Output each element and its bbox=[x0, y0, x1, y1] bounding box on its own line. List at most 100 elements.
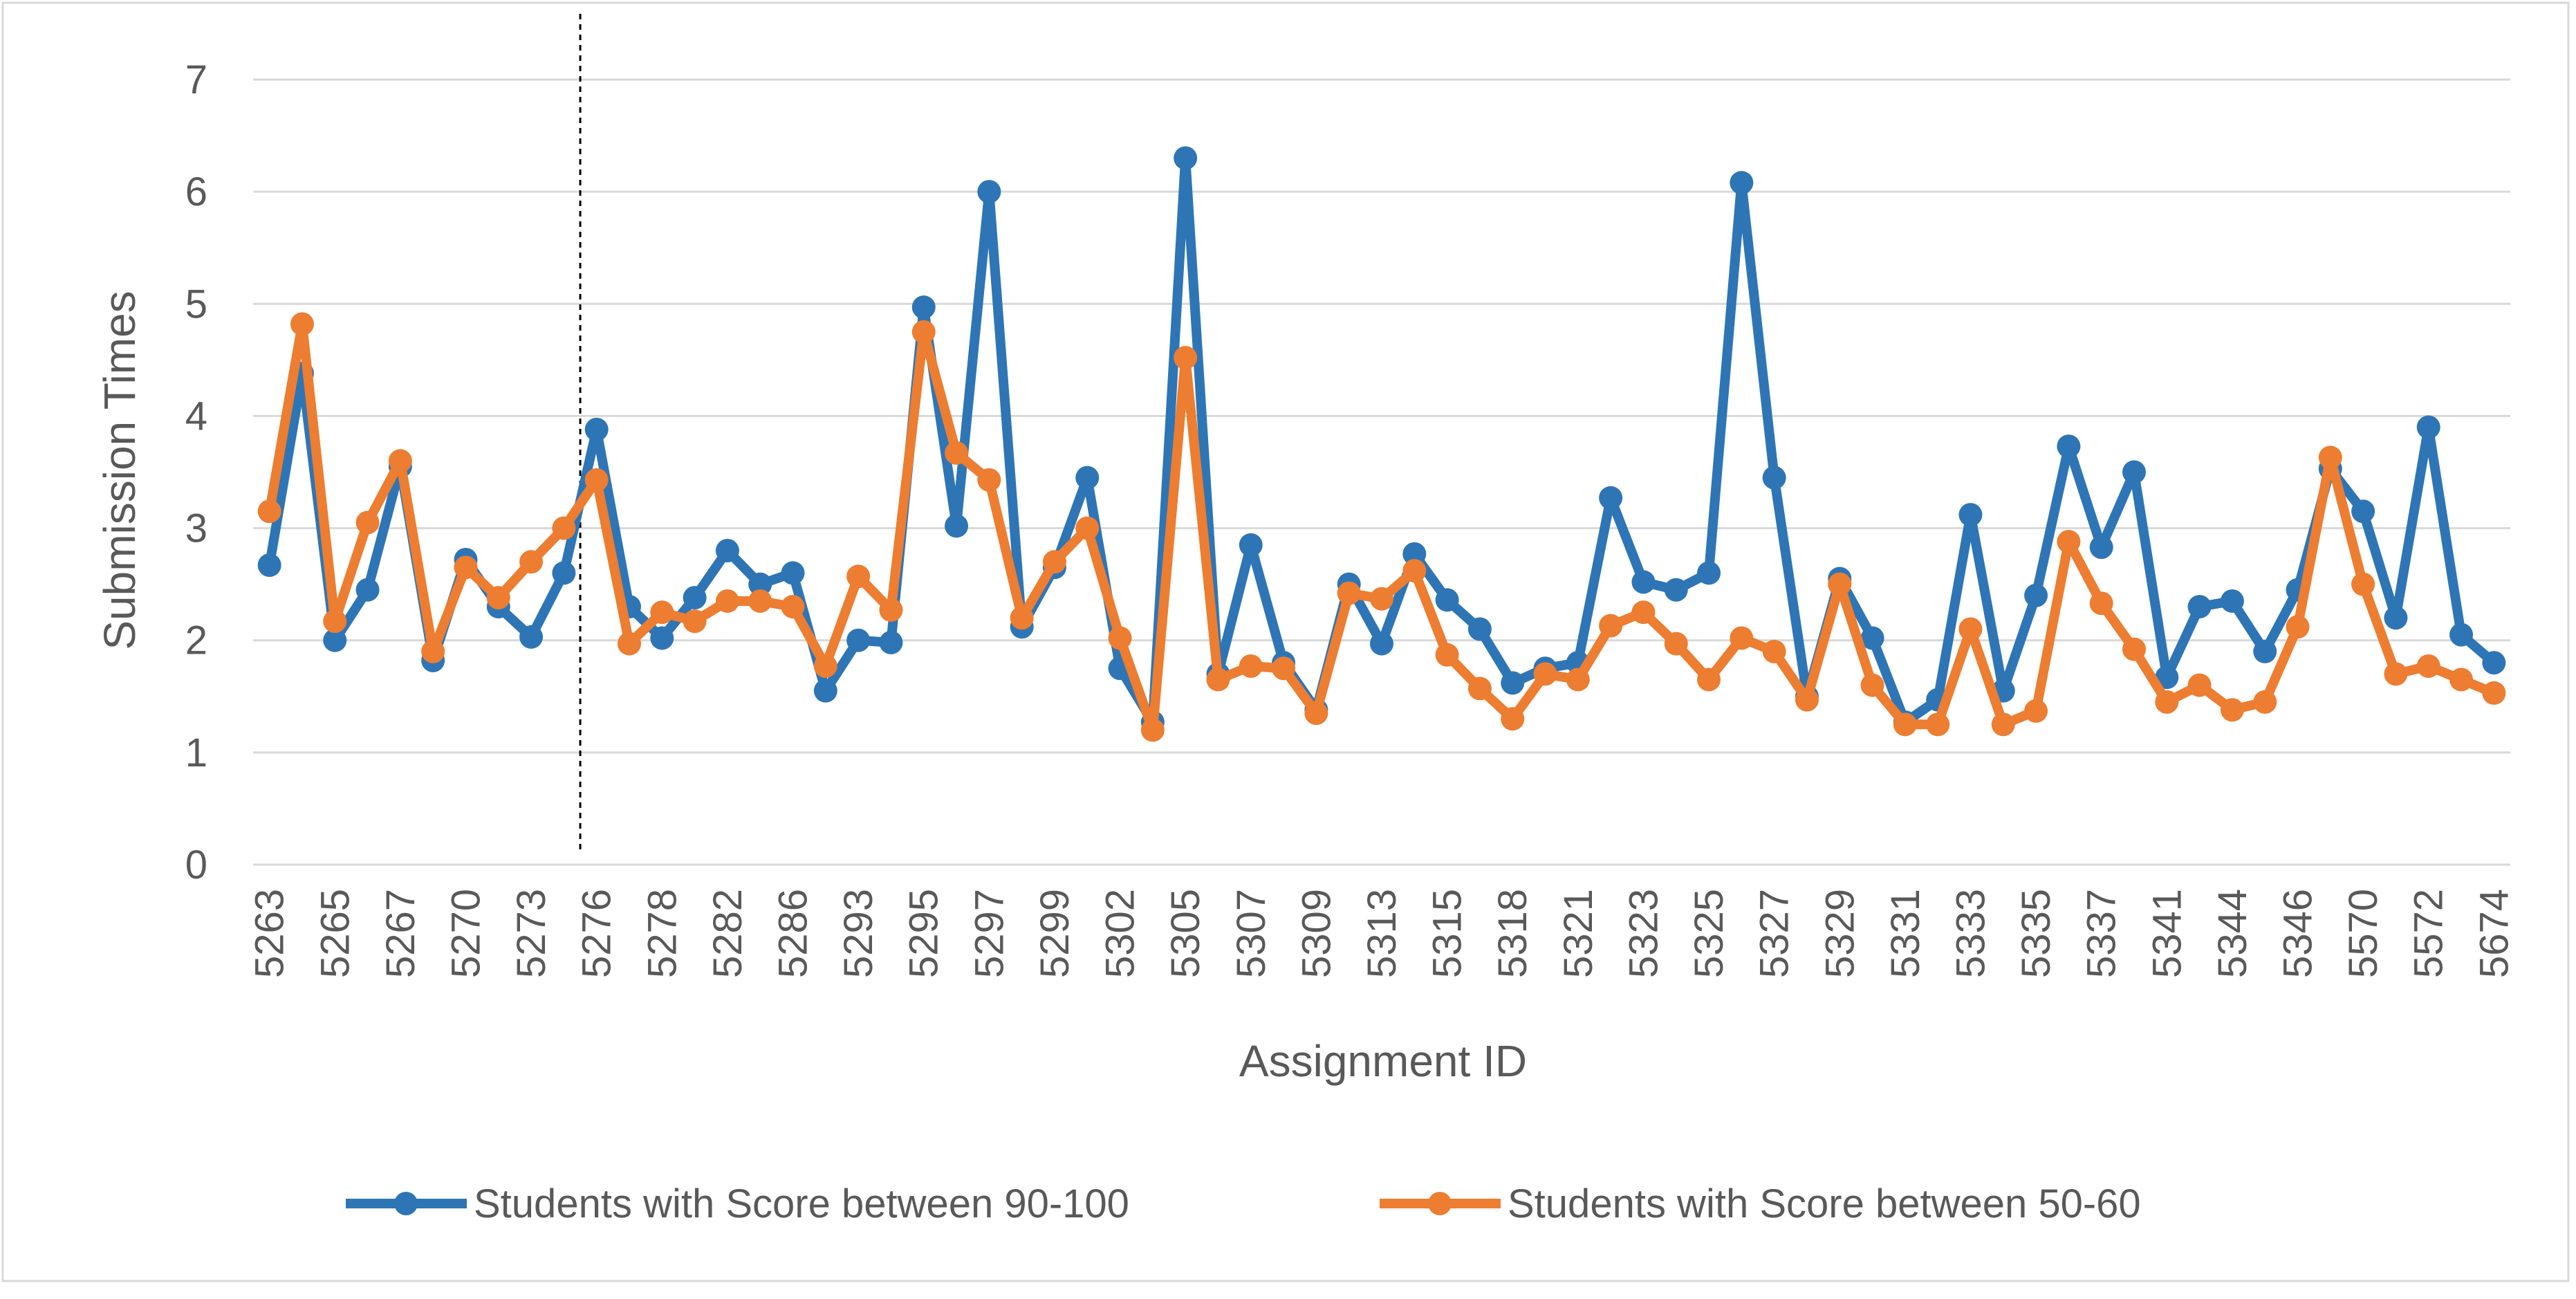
data-point bbox=[813, 654, 837, 679]
data-point bbox=[1697, 667, 1721, 692]
x-tick-label: 5302 bbox=[1098, 889, 1143, 978]
data-point bbox=[584, 417, 609, 441]
data-point bbox=[290, 312, 314, 336]
data-point bbox=[2089, 535, 2113, 560]
data-point bbox=[1174, 146, 1198, 170]
data-point bbox=[1762, 639, 1786, 663]
y-tick-label: 2 bbox=[185, 618, 207, 663]
y-tick-label: 5 bbox=[185, 282, 207, 326]
data-point bbox=[2482, 681, 2506, 705]
x-tick-label: 5341 bbox=[2144, 889, 2189, 978]
data-point bbox=[715, 539, 739, 562]
x-tick-label: 5344 bbox=[2210, 889, 2255, 978]
x-tick-label: 5570 bbox=[2341, 889, 2386, 978]
data-point bbox=[2286, 615, 2310, 639]
data-point bbox=[1762, 466, 1786, 490]
data-point bbox=[2024, 699, 2048, 723]
x-tick-label: 5325 bbox=[1687, 889, 1732, 978]
data-point bbox=[552, 516, 576, 540]
data-point bbox=[1239, 654, 1263, 679]
data-point bbox=[781, 595, 805, 619]
x-tick-label: 5263 bbox=[248, 889, 293, 978]
data-point bbox=[257, 499, 281, 524]
data-point bbox=[2220, 589, 2244, 613]
data-point bbox=[2187, 595, 2212, 619]
data-point bbox=[2253, 639, 2277, 663]
x-tick-label: 5323 bbox=[1621, 889, 1666, 978]
data-point bbox=[1370, 632, 1393, 656]
data-point bbox=[1467, 617, 1492, 641]
data-point bbox=[355, 578, 380, 602]
y-tick-label: 4 bbox=[185, 394, 207, 439]
data-point bbox=[1402, 559, 1427, 583]
data-point bbox=[1501, 707, 1525, 731]
data-point bbox=[911, 295, 936, 320]
data-point bbox=[1337, 581, 1361, 605]
data-point bbox=[846, 628, 871, 652]
data-point bbox=[1402, 542, 1427, 566]
x-tick-label: 5286 bbox=[771, 889, 816, 978]
data-point bbox=[257, 553, 281, 578]
data-point bbox=[2449, 667, 2474, 692]
data-point bbox=[2122, 637, 2146, 661]
data-point bbox=[1272, 656, 1296, 681]
data-point bbox=[2187, 673, 2212, 697]
data-point bbox=[683, 609, 707, 634]
data-point bbox=[2449, 623, 2474, 647]
data-point bbox=[1370, 587, 1393, 611]
data-point bbox=[1140, 718, 1165, 742]
data-point bbox=[781, 561, 805, 585]
data-point bbox=[1697, 561, 1721, 585]
series-lines bbox=[257, 146, 2506, 742]
data-point bbox=[1631, 570, 1656, 594]
data-point bbox=[2318, 445, 2342, 470]
data-point bbox=[2253, 690, 2277, 714]
data-point bbox=[1730, 626, 1754, 650]
data-point bbox=[977, 180, 1001, 204]
data-point bbox=[748, 572, 772, 596]
data-point bbox=[1075, 516, 1100, 540]
data-point bbox=[911, 320, 936, 344]
data-point bbox=[1042, 550, 1066, 574]
data-point bbox=[879, 598, 903, 622]
data-point bbox=[1174, 346, 1198, 370]
x-tick-label: 5321 bbox=[1556, 889, 1601, 978]
x-tick-label: 5299 bbox=[1032, 889, 1077, 978]
x-tick-label: 5313 bbox=[1360, 889, 1405, 978]
x-tick-label: 5295 bbox=[902, 889, 947, 978]
data-point bbox=[650, 626, 674, 650]
y-tick-label: 0 bbox=[185, 842, 207, 887]
y-tick-label: 6 bbox=[185, 169, 207, 214]
data-point bbox=[1599, 486, 1623, 510]
x-tick-label: 5337 bbox=[2079, 889, 2124, 978]
data-point bbox=[1566, 667, 1590, 692]
data-point bbox=[2482, 651, 2506, 675]
data-point bbox=[1467, 676, 1492, 701]
x-axis-title: Assignment ID bbox=[1239, 1036, 1527, 1086]
legend: Students with Score between 90-100 Studen… bbox=[346, 1181, 2141, 1226]
data-point bbox=[1075, 466, 1100, 490]
x-tick-label: 5309 bbox=[1294, 889, 1339, 978]
x-tick-label: 5674 bbox=[2472, 889, 2517, 978]
x-tick-label: 5265 bbox=[313, 889, 358, 978]
data-point bbox=[1304, 701, 1328, 726]
data-point bbox=[1664, 632, 1688, 656]
data-point bbox=[1893, 712, 1917, 737]
data-point bbox=[2024, 583, 2048, 607]
data-point bbox=[355, 510, 380, 535]
data-point bbox=[421, 639, 445, 663]
x-tick-label: 5572 bbox=[2407, 889, 2452, 978]
data-point bbox=[1631, 600, 1656, 625]
legend-label: Students with Score between 90-100 bbox=[474, 1181, 1129, 1226]
data-point bbox=[2122, 460, 2146, 484]
x-axis-ticks: 5263 5265 5267 5270 5273 5276 5278 5282 5286 5293… bbox=[248, 889, 2517, 978]
data-point bbox=[1958, 503, 1983, 527]
data-point bbox=[650, 600, 674, 625]
x-tick-label: 5315 bbox=[1425, 889, 1470, 978]
data-point bbox=[388, 449, 412, 473]
data-point bbox=[1795, 688, 1819, 712]
data-point bbox=[945, 514, 969, 538]
